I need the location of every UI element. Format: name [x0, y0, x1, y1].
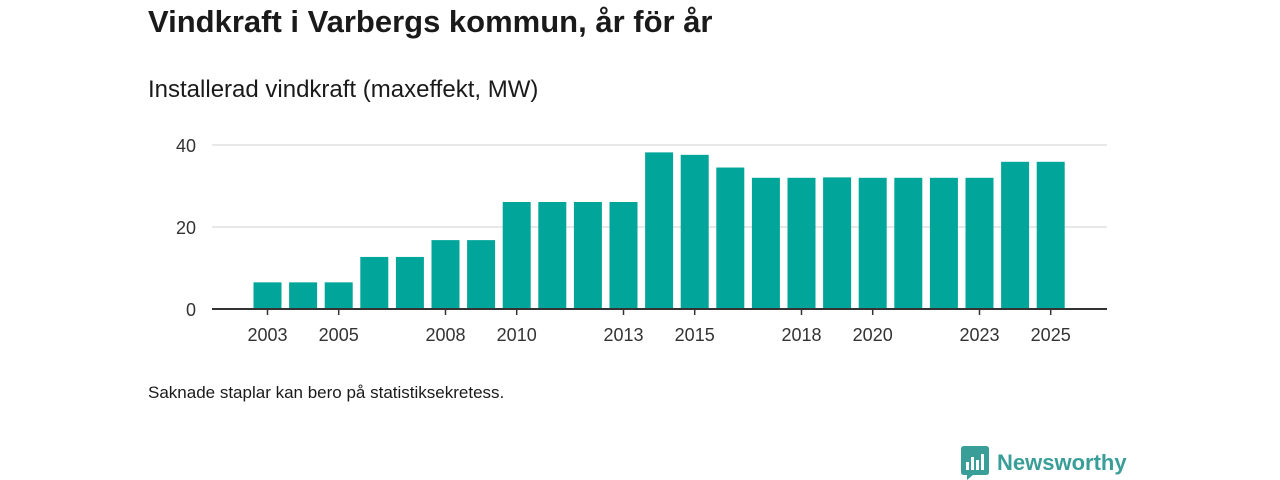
x-tick-label: 2023 — [959, 325, 999, 345]
bar-2004[interactable] — [289, 282, 318, 309]
bar-2011[interactable] — [538, 201, 567, 309]
bar-2017[interactable] — [751, 177, 780, 309]
bar-2024[interactable] — [1001, 161, 1030, 309]
bar-2009[interactable] — [467, 240, 496, 309]
newsworthy-icon — [961, 446, 989, 480]
newsworthy-logo[interactable]: Newsworthy — [961, 446, 1127, 480]
chart-subtitle: Installerad vindkraft (maxeffekt, MW) — [148, 76, 539, 103]
x-tick-label: 2005 — [319, 325, 359, 345]
bar-2016[interactable] — [716, 167, 745, 309]
bar-2022[interactable] — [929, 177, 958, 309]
bar-2003[interactable] — [253, 282, 282, 309]
x-tick-label: 2015 — [675, 325, 715, 345]
bar-2018[interactable] — [787, 177, 816, 309]
y-tick-label: 20 — [176, 218, 196, 238]
x-tick-label: 2010 — [497, 325, 537, 345]
bar-2006[interactable] — [360, 256, 389, 309]
bar-2014[interactable] — [645, 152, 674, 309]
brand-name: Newsworthy — [997, 450, 1127, 475]
bar-2023[interactable] — [965, 177, 994, 309]
x-tick-label: 2008 — [425, 325, 465, 345]
x-tick-label: 2018 — [781, 325, 821, 345]
x-tick-label: 2025 — [1031, 325, 1071, 345]
y-tick-label: 40 — [176, 136, 196, 156]
y-tick-label: 0 — [186, 300, 196, 320]
bar-2025[interactable] — [1036, 161, 1065, 309]
bar-2021[interactable] — [894, 177, 923, 309]
bar-2020[interactable] — [858, 177, 887, 309]
x-tick-labels: 2003 2005 2008 2010 2013 2015 2018 2020 2023 2025 — [247, 309, 1071, 345]
bar-2010[interactable] — [502, 201, 531, 309]
bar-2019[interactable] — [823, 177, 852, 309]
y-tick-labels: 0 20 40 — [176, 136, 196, 320]
bar-2012[interactable] — [573, 201, 602, 309]
bars — [253, 152, 1065, 309]
bar-2007[interactable] — [395, 256, 424, 309]
footnote: Saknade staplar kan bero på statistiksek… — [148, 383, 505, 402]
x-tick-label: 2013 — [603, 325, 643, 345]
bar-2015[interactable] — [680, 154, 709, 309]
chart-title: Vindkraft i Varbergs kommun, år för år — [148, 4, 713, 39]
x-tick-label: 2003 — [247, 325, 287, 345]
x-tick-label: 2020 — [853, 325, 893, 345]
bar-2008[interactable] — [431, 240, 460, 309]
bar-2005[interactable] — [324, 282, 353, 309]
bar-2013[interactable] — [609, 201, 638, 309]
